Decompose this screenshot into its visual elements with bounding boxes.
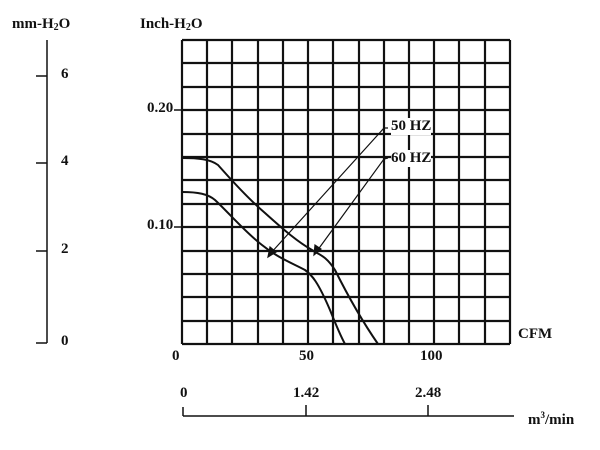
legend-60hz: 60 HZ [391,150,432,167]
cfm-unit: CFM [518,326,553,342]
inch-axis-title: Inch-H2O [140,16,203,33]
m3-tick-142: 1.42 [293,385,320,401]
curve-60hz [181,157,379,345]
inch-tick-020: 0.20 [147,100,174,116]
mm-tick-0: 0 [61,333,69,349]
inch-tick-010: 0.10 [147,217,174,233]
legend-50hz: 50 HZ [391,118,432,135]
cfm-tick-100: 100 [420,348,443,364]
mm-axis-title: mm-H2O [12,16,71,33]
mm-axis [36,40,48,344]
cfm-tick-50: 50 [299,348,314,364]
mm-tick-6: 6 [61,66,69,82]
m3-unit: m3/min [528,410,575,428]
mm-tick-2: 2 [61,241,69,257]
m3-tick-248: 2.48 [415,385,442,401]
cfm-tick-0: 0 [172,348,180,364]
m3-tick-0: 0 [180,385,188,401]
curve-50hz [181,191,346,345]
m3-axis [182,405,514,417]
grid [180,38,512,346]
mm-tick-4: 4 [61,153,69,169]
